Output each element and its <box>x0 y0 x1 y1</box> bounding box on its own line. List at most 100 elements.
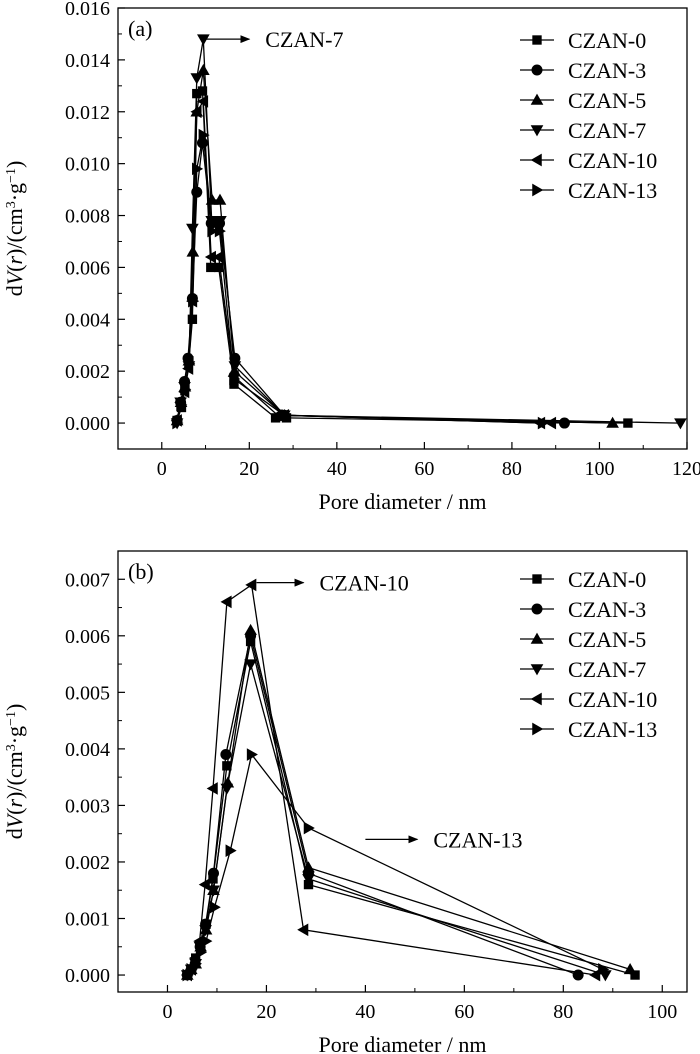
y-tick-label: 0.016 <box>65 0 110 20</box>
series-czan-7 <box>180 659 612 982</box>
data-point <box>186 245 200 257</box>
data-point <box>229 372 241 386</box>
y-label-part: )/(cm <box>2 751 27 799</box>
y-tick-label: 0.002 <box>65 361 110 383</box>
legend-label: CZAN-7 <box>568 657 646 682</box>
data-point <box>184 357 196 370</box>
data-point <box>198 878 210 891</box>
y-tick-label: 0.003 <box>65 795 110 817</box>
x-tick-label: 0 <box>162 1001 172 1023</box>
y-tick-label: 0.002 <box>65 852 110 874</box>
data-point <box>229 379 239 389</box>
y-label-part: ( <box>2 265 27 272</box>
series-czan-10 <box>170 95 557 430</box>
x-axis-label: Pore diameter / nm <box>318 1032 486 1054</box>
legend-label: CZAN-7 <box>568 118 646 143</box>
plot-frame <box>117 550 688 993</box>
data-point <box>207 224 219 238</box>
data-point <box>197 34 210 46</box>
legend-marker <box>532 35 542 45</box>
x-tick-label: 80 <box>553 1001 573 1023</box>
y-label-sup: 3 <box>4 744 19 751</box>
y-tick-label: 0.004 <box>65 739 110 761</box>
data-point <box>180 383 192 396</box>
y-label-part: d <box>2 828 27 839</box>
y-label-var-v: V <box>2 269 27 285</box>
y-tick-label: 0.006 <box>65 257 110 279</box>
data-point <box>190 957 203 971</box>
legend-marker <box>532 574 542 584</box>
data-point <box>190 105 202 119</box>
y-tick-label: 0.000 <box>65 965 110 987</box>
legend-marker <box>530 153 542 167</box>
annotation-label: CZAN-10 <box>320 571 409 596</box>
series-czan-13 <box>172 128 549 430</box>
x-tick-label: 80 <box>502 458 522 480</box>
data-point <box>186 223 199 235</box>
data-point <box>206 262 216 273</box>
y-tick-label: 0.014 <box>65 50 110 72</box>
legend-marker <box>530 125 544 137</box>
annotation-label: CZAN-13 <box>433 827 522 852</box>
x-axis-label: Pore diameter / nm <box>318 489 486 514</box>
data-point <box>204 250 216 264</box>
legend-label: CZAN-13 <box>568 178 657 203</box>
legend-marker <box>531 64 543 76</box>
data-point <box>176 398 188 412</box>
y-tick-label: 0.006 <box>65 626 110 648</box>
y-label-var-r: r <box>2 799 27 808</box>
y-tick-label: 0.012 <box>65 102 110 124</box>
legend-marker <box>530 664 544 676</box>
data-point <box>172 416 184 430</box>
legend-marker <box>531 603 543 615</box>
data-point <box>598 963 610 976</box>
y-tick-label: 0.005 <box>65 682 110 704</box>
data-point <box>192 162 204 176</box>
y-label-var-v: V <box>2 812 27 828</box>
data-point <box>245 578 257 592</box>
x-tick-label: 60 <box>414 458 434 480</box>
legend-label: CZAN-10 <box>568 687 657 712</box>
y-tick-label: 0.001 <box>65 909 110 931</box>
x-tick-label: 100 <box>584 458 614 480</box>
data-point <box>209 900 221 914</box>
data-point <box>623 418 633 428</box>
data-point <box>630 970 640 980</box>
data-point <box>302 874 315 886</box>
data-point <box>246 748 258 761</box>
data-point <box>197 86 208 96</box>
series-czan-13 <box>182 748 610 982</box>
panel-label: (a) <box>128 16 152 41</box>
data-point <box>270 413 281 423</box>
data-point <box>207 885 220 897</box>
legend-label: CZAN-13 <box>568 717 657 742</box>
plot-frame <box>117 7 688 450</box>
y-label-var-r: r <box>2 256 27 265</box>
data-point <box>674 418 687 430</box>
data-point <box>213 262 224 273</box>
y-axis-label: dV(r)/(cm3·g−1) <box>2 161 27 297</box>
panel-label: (b) <box>128 559 154 584</box>
legend-marker <box>530 632 544 644</box>
data-point <box>589 968 601 982</box>
data-point <box>220 595 232 609</box>
data-point <box>187 314 198 324</box>
data-point <box>213 193 227 205</box>
data-point <box>195 946 207 959</box>
y-axis-label: dV(r)/(cm3·g−1) <box>2 704 27 840</box>
legend-label: CZAN-5 <box>568 88 646 113</box>
y-label-part: ·g <box>2 726 27 744</box>
data-point <box>623 963 637 975</box>
y-tick-label: 0.007 <box>65 569 110 591</box>
legend-label: CZAN-10 <box>568 148 657 173</box>
y-label-sup: −1 <box>4 711 19 726</box>
data-point <box>297 923 309 937</box>
legend: CZAN-0 CZAN-3 CZAN-5 CZAN-7 CZAN-10 CZAN-13 <box>520 28 657 203</box>
legend-marker <box>530 692 542 706</box>
data-point <box>206 782 218 795</box>
data-point <box>197 63 210 76</box>
series-czan-0 <box>172 86 633 428</box>
legend-label: CZAN-0 <box>568 28 646 53</box>
legend-marker <box>532 183 544 197</box>
